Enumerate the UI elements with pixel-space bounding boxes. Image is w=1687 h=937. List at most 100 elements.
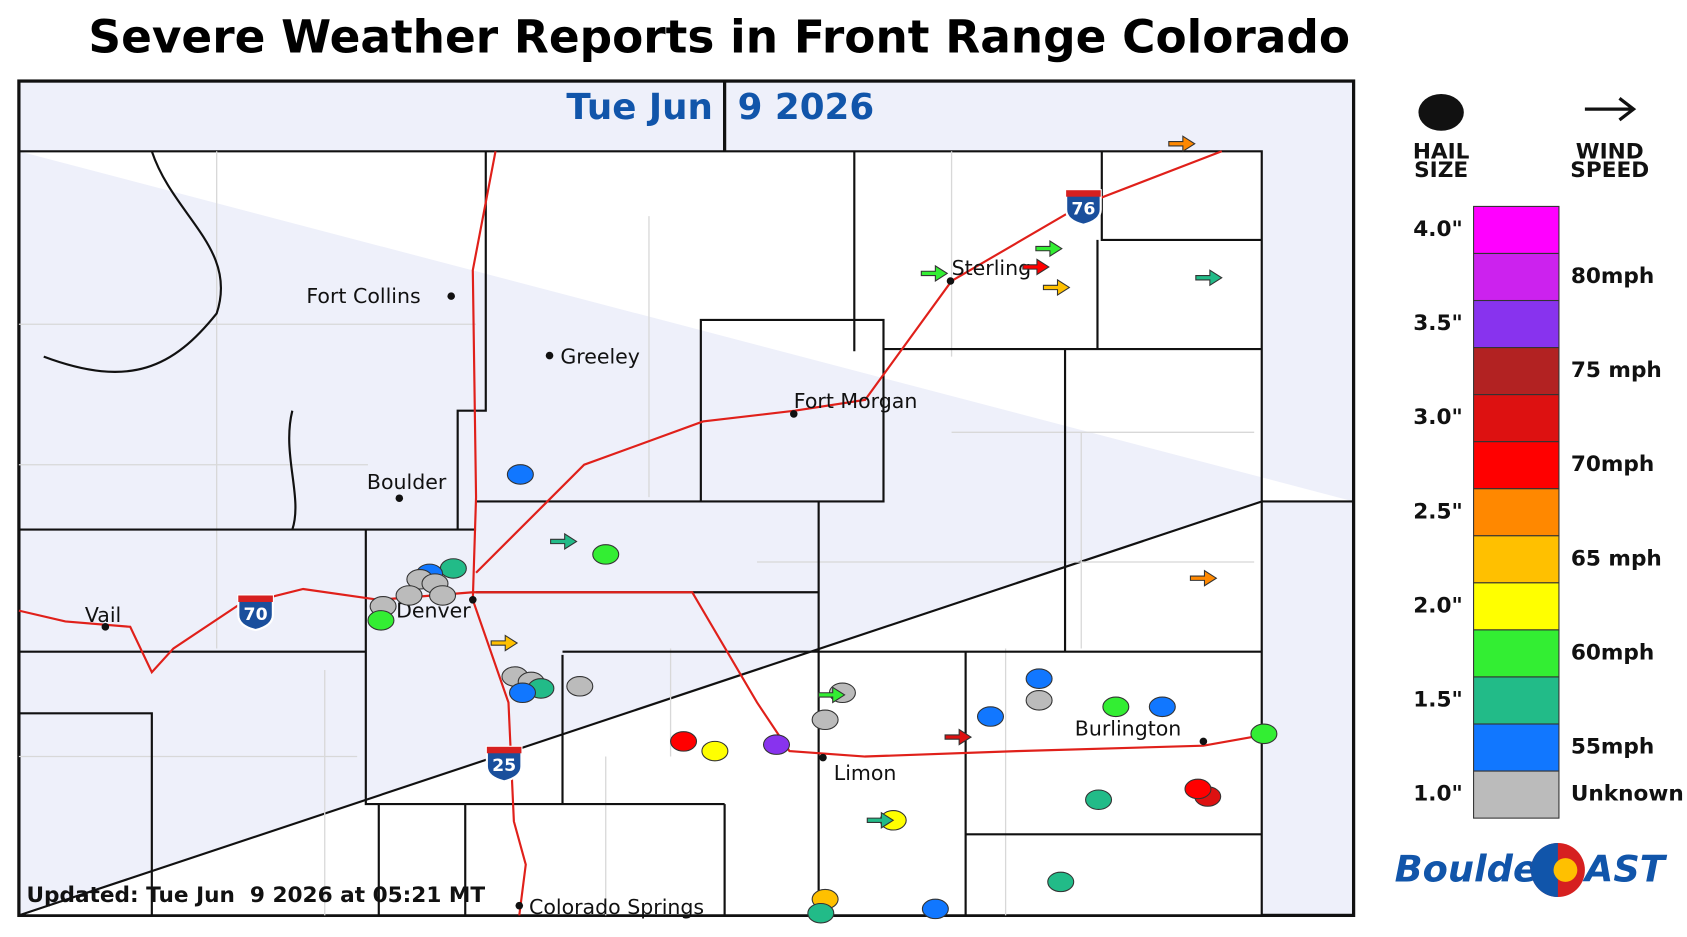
reports bbox=[367, 135, 1278, 924]
city-dot bbox=[447, 292, 455, 300]
legend-swatch bbox=[1473, 394, 1560, 443]
legend-swatch bbox=[1473, 488, 1560, 537]
legend-heading: HAIL bbox=[1413, 139, 1470, 164]
hail-report bbox=[1085, 789, 1113, 811]
city-label: Colorado Springs bbox=[529, 895, 704, 919]
hail-report bbox=[367, 610, 395, 631]
state-area bbox=[18, 150, 1354, 917]
city-label: Fort Collins bbox=[306, 284, 420, 308]
city-dot bbox=[819, 753, 827, 762]
brand: Boulder AST bbox=[1395, 842, 1668, 898]
city-dot bbox=[545, 351, 554, 360]
legend-swatch bbox=[1473, 252, 1560, 302]
wind-label: 80mph bbox=[1571, 264, 1654, 289]
legend-swatch bbox=[1473, 299, 1560, 349]
shield-number: 70 bbox=[244, 605, 268, 625]
wind-label: Unknown bbox=[1571, 782, 1684, 807]
legend-swatch bbox=[1473, 629, 1560, 678]
hail-report bbox=[1184, 778, 1212, 800]
legend-swatch bbox=[1473, 676, 1560, 725]
legend-heading: SIZE bbox=[1414, 158, 1468, 183]
shield bbox=[485, 745, 523, 783]
city-label: Burlington bbox=[1075, 716, 1182, 740]
city-label: Sterling bbox=[952, 256, 1032, 280]
shield bbox=[237, 594, 274, 632]
wind-report bbox=[866, 811, 895, 829]
hail-report bbox=[811, 709, 839, 731]
city-label: Greeley bbox=[560, 345, 640, 369]
hail-report bbox=[670, 731, 698, 752]
shield-number: 76 bbox=[1071, 200, 1095, 220]
shield-top bbox=[238, 595, 273, 602]
legend-swatch bbox=[1473, 770, 1560, 819]
hail-report bbox=[395, 585, 423, 606]
hail-label: 3.0" bbox=[1413, 405, 1463, 430]
legend-swatch bbox=[1473, 535, 1560, 584]
city-dot bbox=[946, 277, 955, 285]
roads bbox=[18, 151, 1255, 916]
brand-logo-sun bbox=[1553, 858, 1578, 882]
hail-report bbox=[976, 706, 1004, 727]
legend-swatch bbox=[1473, 582, 1560, 631]
hail-report bbox=[921, 898, 949, 920]
city-dot bbox=[790, 410, 798, 418]
brand-right: AST bbox=[1582, 848, 1668, 891]
hail-report bbox=[566, 676, 594, 697]
hail-report bbox=[807, 902, 835, 924]
wind-report bbox=[1035, 240, 1063, 258]
wind-report bbox=[1189, 569, 1218, 587]
hail-report bbox=[701, 740, 729, 762]
wind-report bbox=[490, 634, 519, 652]
wind-label: 55mph bbox=[1571, 735, 1654, 760]
city-dot bbox=[515, 901, 524, 910]
hail-label: 2.0" bbox=[1413, 593, 1463, 618]
wind-icon bbox=[1584, 97, 1637, 122]
updated: Updated: Tue Jun 9 2026 at 05:21 MT bbox=[26, 883, 485, 908]
city-label: Limon bbox=[834, 761, 897, 785]
hail-report bbox=[509, 682, 537, 704]
hail-label: 2.5" bbox=[1413, 499, 1463, 524]
city-dot bbox=[395, 494, 404, 503]
wind-label: 75 mph bbox=[1571, 358, 1662, 383]
hail-label: 1.5" bbox=[1413, 687, 1463, 712]
brand-logo-blue bbox=[1530, 842, 1558, 898]
wind-report bbox=[944, 728, 973, 746]
city-label: Vail bbox=[85, 603, 121, 627]
hail-label: 4.0" bbox=[1413, 217, 1463, 242]
wind-label: 65 mph bbox=[1571, 546, 1662, 571]
shield-top bbox=[1066, 190, 1101, 197]
legend-swatch bbox=[1473, 723, 1560, 772]
legend-swatch bbox=[1473, 441, 1560, 490]
wind-label: 70mph bbox=[1571, 452, 1654, 477]
hail-report bbox=[439, 558, 467, 579]
hail-report bbox=[592, 544, 620, 565]
cities: Fort Collins Greeley Fort Morgan Sterling Bo… bbox=[85, 256, 1208, 919]
city-dot bbox=[1199, 737, 1208, 746]
hail-report bbox=[1025, 690, 1053, 711]
hail-label: 1.0" bbox=[1413, 782, 1463, 807]
wind-report bbox=[818, 686, 846, 704]
title: Severe Weather Reports in Front Range Co… bbox=[88, 10, 1350, 63]
wind-report bbox=[1168, 135, 1196, 153]
wind-report bbox=[920, 264, 949, 282]
wind-report bbox=[1022, 258, 1050, 276]
date: Tue Jun 9 2026 bbox=[566, 87, 874, 128]
shield bbox=[1065, 189, 1102, 226]
hail-report bbox=[1025, 668, 1053, 689]
shield-top bbox=[486, 746, 522, 754]
wind-label: 60mph bbox=[1571, 640, 1654, 665]
legend-heading: WIND bbox=[1576, 139, 1644, 164]
hail-report bbox=[429, 585, 457, 606]
hail-icon bbox=[1418, 94, 1464, 131]
city-dot bbox=[469, 596, 477, 604]
legend-swatch bbox=[1473, 347, 1560, 396]
legend-heading: SPEED bbox=[1570, 158, 1649, 183]
wind-report bbox=[1042, 278, 1071, 297]
hail-report bbox=[1250, 723, 1278, 745]
hail-report bbox=[506, 464, 534, 485]
highway-shields: 76 70 25 bbox=[237, 189, 1102, 783]
city-label: Fort Morgan bbox=[794, 389, 918, 413]
